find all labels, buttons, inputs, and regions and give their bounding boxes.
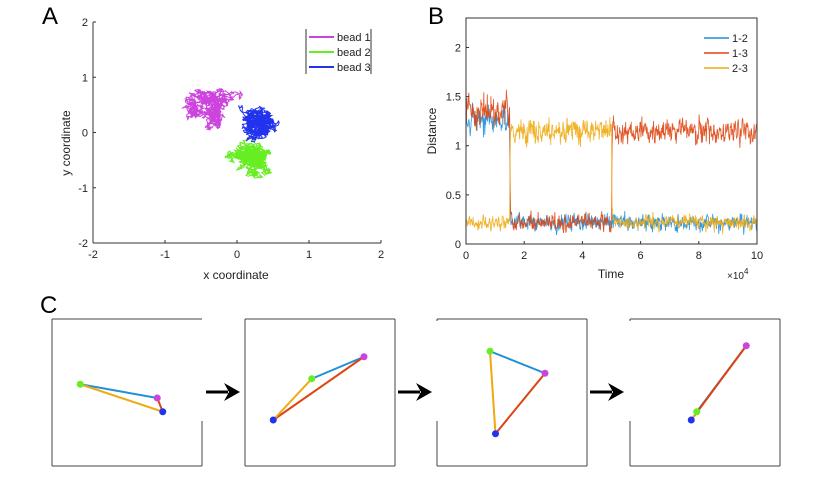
panel-c-snapshots: [51, 318, 781, 467]
edge-1-2: [489, 350, 546, 375]
panel-label-b: B: [428, 3, 444, 30]
panel-b-ytick-label: 1.5: [446, 92, 461, 104]
edge-1-2: [311, 355, 365, 380]
panel-a-xtick-label: 1: [306, 249, 312, 261]
panel-b-x-multiplier: ×104: [727, 267, 749, 282]
transition-arrow-3: [590, 383, 624, 401]
edge-1-3: [690, 345, 748, 421]
panel-a-ytick-label: 2: [82, 17, 88, 29]
panel-b-ytick-label: 1: [455, 141, 461, 153]
panel-b-axes: [465, 17, 758, 245]
panel-b-ytick-label: 0: [455, 239, 461, 251]
panel-label-c: C: [40, 292, 57, 319]
bead-3-dot: [269, 416, 277, 424]
panel-b-ytick-label: 2: [455, 42, 461, 54]
panel-a-ytick-label: 1: [82, 72, 88, 84]
panel-b-legend: 1-2 1-3 2-3: [704, 33, 748, 75]
edge-2-3: [79, 383, 164, 413]
snapshot-frame-3: [436, 318, 588, 467]
legend-entry: bead 1: [337, 32, 371, 44]
snapshot-frame-2: [244, 318, 396, 467]
panel-b-ylabel: Distance: [425, 107, 439, 154]
panel-a-xtick-label: -1: [160, 249, 170, 261]
legend-entry: 1-2: [732, 33, 748, 45]
distance-series-2-3: [466, 117, 757, 235]
panel-b-xtick-label: 2: [521, 250, 527, 262]
edge-1-2: [80, 383, 158, 399]
panel-label-a: A: [42, 3, 58, 30]
bead-3-dot: [492, 430, 499, 438]
legend-entry: 2-3: [732, 63, 748, 75]
panel-a-chart: -2 -1 0 1 2 -2 -1 0 1 2 x coordinate y coordinate…: [59, 17, 384, 282]
panel-b-xtick-label: 4: [579, 250, 585, 262]
panel-b-axes-box: [465, 17, 758, 245]
bead-2-dot: [76, 380, 84, 388]
distance-series-1-3: [466, 89, 757, 234]
trajectory-bead-2: [224, 137, 273, 180]
panel-b-xtick-label: 10: [751, 250, 763, 262]
panel-a-xtick-label: 0: [234, 249, 240, 261]
panel-b-xtick-label: 0: [463, 250, 469, 262]
snapshot-frame-1: [51, 318, 203, 467]
legend-entry: bead 3: [337, 62, 371, 74]
panel-b-ytick-label: 0.5: [446, 190, 461, 202]
edge-2-3: [489, 351, 497, 434]
edge-2-3: [272, 378, 313, 421]
panel-b-ticks: 0 2 4 6 8 10 0 0.5 1 1.5 2: [446, 42, 763, 262]
panel-a-xtick-label: 2: [378, 249, 384, 261]
edge-1-3: [272, 355, 365, 421]
panel-c-frames: [51, 318, 781, 467]
edge-1-3: [494, 372, 546, 435]
bead-3-dot: [159, 408, 167, 416]
panel-b-xtick-label: 6: [638, 250, 644, 262]
panel-a-trajectories: [181, 87, 280, 180]
bead-2-dot: [486, 347, 494, 355]
bead-1-dot: [541, 369, 549, 377]
panel-a-legend: bead 1 bead 2 bead 3: [305, 29, 372, 74]
panel-a-xtick-label: -2: [88, 249, 98, 261]
panel-a-ylabel: y coordinate: [59, 110, 73, 176]
bead-2-dot: [693, 408, 701, 416]
legend-entry: 1-3: [732, 48, 748, 60]
transition-arrow-1: [206, 383, 240, 401]
panel-a-ytick-label: -2: [78, 238, 88, 250]
panel-a-ticks: -2 -1 0 1 2 -2 -1 0 1 2: [78, 17, 384, 261]
bead-3-dot: [687, 416, 695, 424]
snapshot-frame-4: [629, 318, 781, 467]
transition-arrow-2: [398, 383, 432, 401]
panel-b-xtick-label: 8: [696, 250, 702, 262]
panel-a-xlabel: x coordinate: [203, 268, 269, 282]
trajectory-bead-3: [238, 104, 280, 143]
trajectory-bead-1: [181, 87, 244, 131]
panel-b-series: [466, 89, 757, 236]
bead-2-dot: [308, 375, 316, 383]
panel-a-ytick-label: -1: [78, 183, 88, 195]
legend-entry: bead 2: [337, 47, 371, 59]
panel-a-ytick-label: 0: [82, 128, 88, 140]
bead-1-dot: [742, 342, 750, 350]
bead-1-dot: [153, 394, 161, 402]
panel-c-arrows: [206, 383, 624, 401]
panel-b-xlabel: Time: [598, 267, 625, 281]
bead-1-dot: [360, 353, 368, 361]
